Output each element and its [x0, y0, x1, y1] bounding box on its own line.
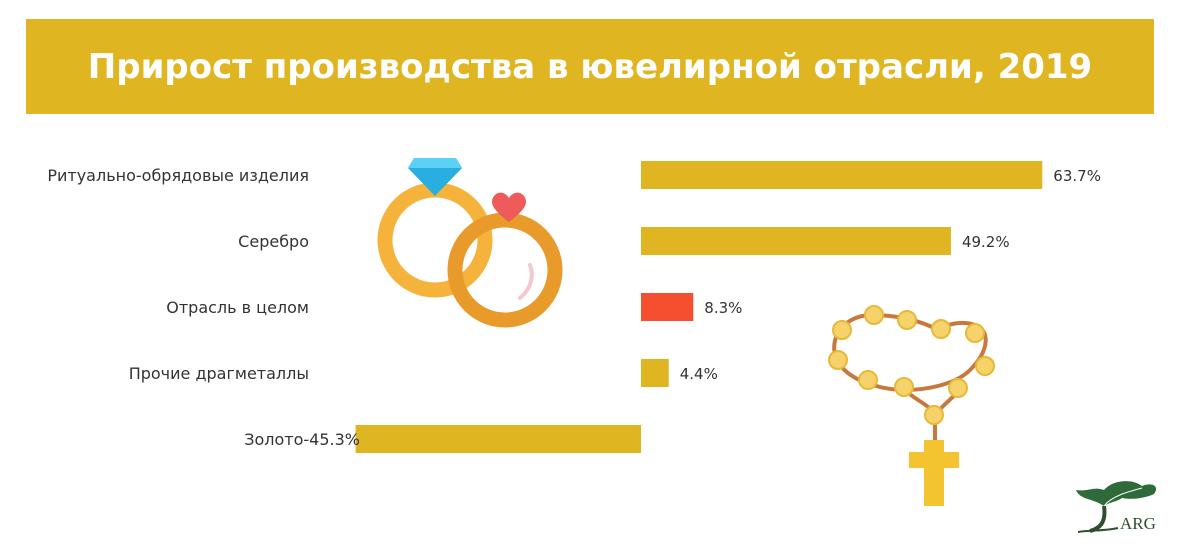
- logo-text: ARG: [1120, 514, 1156, 533]
- category-label-4: Золото-45.3%: [244, 430, 360, 449]
- bar-4: [355, 425, 641, 453]
- bar-0: [641, 161, 1043, 189]
- value-label-2: 8.3%: [704, 299, 742, 317]
- bar-1: [641, 227, 951, 255]
- category-label-1: Серебро: [238, 232, 309, 251]
- value-label-3: 4.4%: [680, 365, 718, 383]
- category-label-0: Ритуально-обрядовые изделия: [47, 166, 309, 185]
- tree-logo-icon: [1076, 481, 1157, 533]
- value-label-0: 63.7%: [1053, 167, 1101, 185]
- chart-title: Прирост производства в ювелирной отрасли…: [87, 46, 1093, 87]
- category-label-2: Отрасль в целом: [166, 298, 309, 317]
- bar-2: [641, 293, 694, 321]
- title-banner: Прирост производства в ювелирной отрасли…: [26, 19, 1154, 114]
- bars-layer: Ритуально-обрядовые изделия 63.7% Серебро 4…: [47, 161, 1101, 453]
- value-label-1: 49.2%: [962, 233, 1010, 251]
- rosary-icon: [828, 305, 995, 506]
- bar-3: [641, 359, 669, 387]
- category-label-3: Прочие драгметаллы: [129, 364, 309, 383]
- wedding-rings-icon: [377, 158, 563, 328]
